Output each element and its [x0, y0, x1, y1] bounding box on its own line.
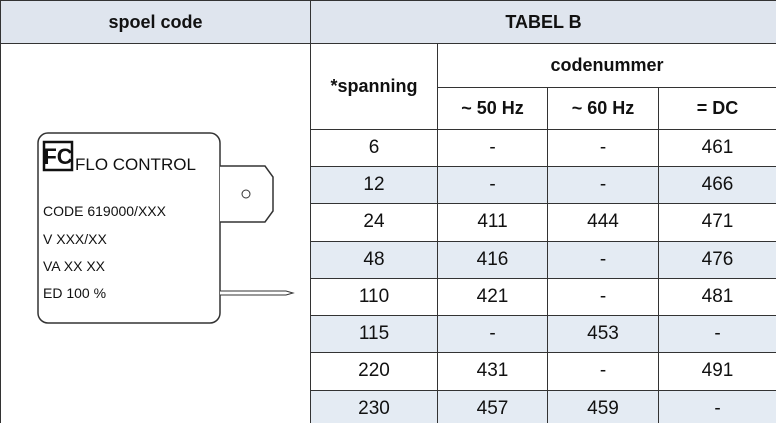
data-row: 115-453- — [1, 315, 776, 354]
data-cell: - — [547, 128, 659, 167]
data-cell: 471 — [657, 203, 776, 242]
data-cell: 453 — [547, 315, 659, 354]
logo-mark: FC — [43, 144, 72, 169]
header-cell: spoel code — [0, 0, 311, 44]
coil-line: VA XX XX — [43, 258, 106, 274]
tab-hole — [241, 189, 250, 199]
coil-cell: FC FLO CONTROL CODE 619000/XXX V XXX/XX … — [0, 43, 311, 423]
data-row: 48 416-476 — [1, 240, 776, 279]
group-row: FC FLO CONTROL CODE 619000/XXX V XXX/XX … — [0, 42, 776, 423]
column-header: ~ 60 Hz — [547, 87, 659, 130]
coil-line: CODE 619000/XXX — [43, 203, 167, 219]
data-cell: 491 — [657, 352, 776, 391]
data-cell: 457 — [437, 389, 548, 423]
header-cell: TABEL B — [309, 0, 776, 44]
header-row: spoel code TABEL B — [0, 0, 776, 44]
data-cell: 411 — [437, 203, 548, 242]
column-header: = DC — [657, 87, 776, 130]
data-cell: 466 — [657, 165, 776, 205]
group-header: codenummer — [436, 42, 776, 89]
data-cell: - — [437, 165, 548, 205]
column-header: *spanning — [310, 43, 438, 130]
coil-body — [36, 132, 221, 324]
data-cell: 416 — [437, 240, 548, 279]
data-cell: 115 — [310, 315, 438, 354]
data-cell: 12 — [310, 165, 438, 205]
data-row: 6- -461 — [1, 128, 776, 167]
data-cell: 24 — [310, 203, 438, 242]
data-row: 110 421-481 — [1, 277, 776, 317]
data-row: 220 431-491 — [1, 352, 776, 391]
data-cell: - — [437, 128, 548, 167]
logo — [42, 140, 73, 172]
coil-drawing: FC FLO CONTROL CODE 619000/XXX V XXX/XX … — [36, 132, 295, 324]
data-cell: 476 — [657, 240, 776, 279]
data-cell: - — [547, 165, 659, 205]
data-cell: 421 — [437, 277, 548, 317]
data-cell: 444 — [547, 203, 659, 242]
data-cell: 459 — [547, 389, 659, 423]
column-header: ~ 50 Hz — [437, 87, 548, 130]
coil-line: ED 100 % — [43, 285, 106, 301]
data-cell: 230 — [310, 389, 438, 423]
data-cell: 461 — [657, 128, 776, 167]
brand: FLO CONTROL — [75, 155, 196, 174]
coil-line: V XXX/XX — [43, 231, 107, 247]
data-cell: 220 — [310, 352, 438, 391]
data-cell: - — [547, 277, 659, 317]
data-cell: - — [547, 240, 659, 279]
data-cell: - — [657, 315, 776, 354]
data-cell: 48 — [310, 240, 438, 279]
data-row: 230 457 459- — [1, 389, 776, 423]
subheader-row: ~ 50 Hz ~ 60 Hz = DC — [1, 87, 776, 130]
data-cell: - — [547, 352, 659, 391]
data-cell: 431 — [437, 352, 548, 391]
data-row: 24 411 444 471 — [1, 203, 776, 242]
data-cell: 6 — [310, 128, 438, 167]
coil-tab — [219, 165, 274, 223]
data-cell: 110 — [310, 277, 438, 317]
data-cell: - — [437, 315, 548, 354]
coil-pin — [219, 290, 295, 296]
data-cell: - — [657, 389, 776, 423]
data-cell: 481 — [657, 277, 776, 317]
